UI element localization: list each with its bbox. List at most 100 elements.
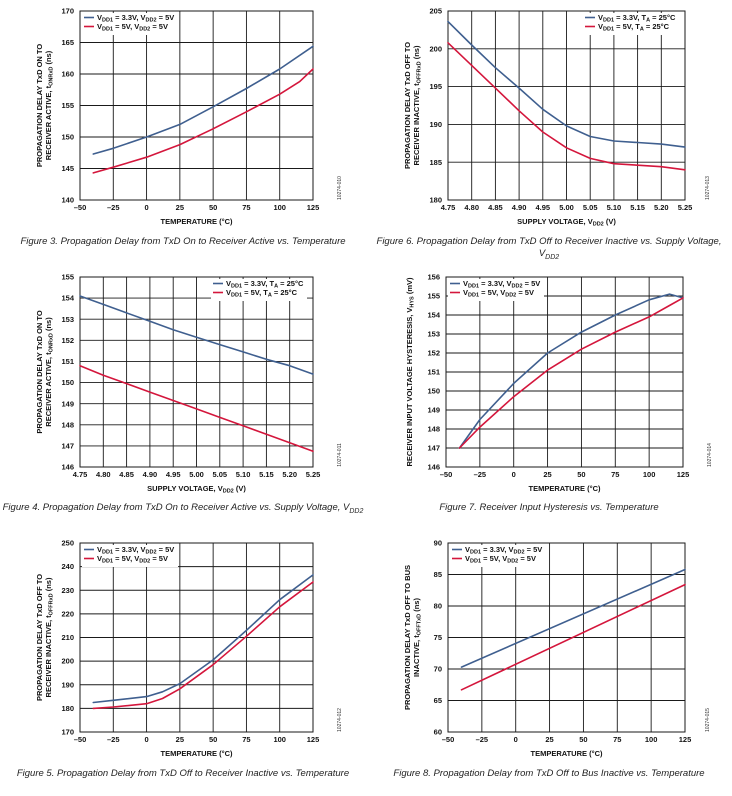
figure-5-panel: –50 –25 0 25 50 75 100 125 170 180 190 200 210 220 230… bbox=[0, 532, 366, 796]
plot-frame bbox=[447, 10, 686, 201]
x-tick-label: 5.05 bbox=[583, 203, 598, 212]
legend-label-2: VDD1 = 5V, TA = 25°C bbox=[226, 288, 298, 299]
series-line-2 bbox=[92, 68, 314, 174]
y-axis-label-part: RECEIVER INACTIVE, t bbox=[44, 615, 53, 698]
legend-label-2-sub: DD2 bbox=[505, 293, 516, 299]
x-tick-label: 50 bbox=[209, 735, 217, 744]
x-axis-label: TEMPERATURE (°C) bbox=[528, 484, 601, 493]
legend-label-2-part: = 25°C bbox=[272, 288, 298, 297]
legend-box bbox=[82, 13, 178, 35]
x-tick-label: 5.25 bbox=[306, 470, 321, 479]
x-tick-label: 125 bbox=[677, 470, 690, 479]
legend-label-1-part: V bbox=[465, 545, 470, 554]
y-tick-label: 152 bbox=[427, 349, 440, 358]
grid-fig5 bbox=[79, 542, 314, 733]
x-tick-label: 5.05 bbox=[212, 470, 227, 479]
y-tick-label: 148 bbox=[427, 425, 440, 434]
y-tick-label: 145 bbox=[61, 164, 74, 173]
y-tick-label: 160 bbox=[61, 70, 74, 79]
legend-label-1-sub: DD2 bbox=[146, 550, 157, 556]
x-axis-label-part: TEMPERATURE (°C) bbox=[160, 749, 233, 758]
y-axis-label: PROPAGATION DELAY TxD OFF TO BUS bbox=[403, 565, 412, 710]
legend-label-2-sub: DD1 bbox=[102, 559, 113, 565]
y-axis-label-part: INACTIVE, t bbox=[412, 635, 421, 677]
x-tick-label: 4.90 bbox=[512, 203, 527, 212]
legend-label-1-part: V bbox=[97, 13, 102, 22]
figure-7-panel: –50 –25 0 25 50 75 100 125 146 147 148 149 150 151 152… bbox=[366, 266, 732, 530]
y-tick-label: 146 bbox=[61, 463, 74, 472]
grid-fig8 bbox=[447, 542, 686, 733]
y-tick-label: 152 bbox=[61, 336, 74, 345]
x-tick-label: 5.00 bbox=[559, 203, 574, 212]
x-axis-label: TEMPERATURE (°C) bbox=[160, 217, 233, 226]
y-axis-label-part: PROPAGATION DELAY TxD OFF TO BUS bbox=[403, 565, 412, 710]
y-tick-label: 153 bbox=[61, 315, 74, 324]
x-tick-label: 50 bbox=[577, 470, 585, 479]
y-tick-label: 151 bbox=[427, 368, 440, 377]
legend-box bbox=[583, 13, 679, 35]
legend-box bbox=[448, 279, 544, 301]
y-tick-label: 156 bbox=[427, 273, 440, 282]
x-tick-label: 0 bbox=[144, 735, 148, 744]
y-tick-label: 147 bbox=[427, 444, 440, 453]
y-tick-label: 60 bbox=[434, 728, 442, 737]
x-tick-label: 4.75 bbox=[441, 203, 456, 212]
legend-label-2-sub: DD1 bbox=[231, 293, 242, 299]
y-axis-label-part: (mV) bbox=[405, 277, 414, 296]
legend-label-1-sub: DD1 bbox=[102, 18, 113, 24]
legend-label-2-part: V bbox=[97, 22, 102, 31]
legend-label-2-part: = 5V, V bbox=[479, 288, 505, 297]
legend-label-2: VDD1 = 5V, VDD2 = 5V bbox=[463, 288, 534, 299]
x-axis-label: SUPPLY VOLTAGE, VDD2 (V) bbox=[147, 484, 246, 495]
legend-label-1: VDD1 = 3.3V, VDD2 = 5V bbox=[465, 545, 542, 556]
y-tick-label: 200 bbox=[61, 657, 74, 666]
legend-label-2-part: = 5V, V bbox=[481, 554, 507, 563]
legend-label-1-sub: DD2 bbox=[146, 18, 157, 24]
legend-label-2-sub: DD1 bbox=[468, 293, 479, 299]
y-axis-label-part: (ns) bbox=[44, 50, 53, 66]
grid-fig7 bbox=[445, 276, 684, 468]
x-tick-label: 100 bbox=[643, 470, 656, 479]
legend-label-1: VDD1 = 3.3V, VDD2 = 5V bbox=[97, 545, 174, 556]
y-tick-label: 220 bbox=[61, 609, 74, 618]
x-tick-label: 75 bbox=[242, 203, 250, 212]
figure-4-panel: 4.75 4.80 4.85 4.90 4.95 5.00 5.05 5.10 5.15 5.20… bbox=[0, 266, 366, 530]
y-axis-label-part: (ns) bbox=[412, 45, 421, 61]
y-axis-label-sub: ONRxD bbox=[49, 333, 55, 352]
legend-label-1: VDD1 = 3.3V, TA = 25°C bbox=[598, 13, 676, 24]
legend-label-2: VDD1 = 5V, TA = 25°C bbox=[598, 22, 670, 33]
plot-frame bbox=[445, 276, 684, 468]
x-tick-label: 100 bbox=[645, 735, 658, 744]
y-tick-label: 90 bbox=[434, 539, 442, 548]
x-tick-label: 5.00 bbox=[189, 470, 204, 479]
legend-label-1-part: = 3.3V, V bbox=[481, 545, 513, 554]
figure-3-panel: –50 –25 0 25 50 75 100 125 140 145 150 155 160 165 170… bbox=[0, 0, 366, 264]
x-tick-label: 50 bbox=[579, 735, 587, 744]
y-axis-label: PROPAGATION DELAY TxD ON TO bbox=[35, 44, 44, 168]
legend-label-2-part: V bbox=[465, 554, 470, 563]
series-line-1 bbox=[92, 574, 314, 704]
y-tick-label: 190 bbox=[429, 120, 442, 129]
legend-label-2-sub: DD1 bbox=[603, 27, 614, 33]
x-tick-label: 75 bbox=[242, 735, 250, 744]
y-axis-label-part: PROPAGATION DELAY TxD OFF TO bbox=[403, 42, 412, 169]
x-tick-label: 4.85 bbox=[488, 203, 503, 212]
x-tick-label: 50 bbox=[209, 203, 217, 212]
y-axis-label-part: PROPAGATION DELAY TxD ON TO bbox=[35, 310, 44, 434]
x-tick-label: 4.80 bbox=[96, 470, 111, 479]
x-tick-label: 4.80 bbox=[464, 203, 479, 212]
x-tick-label: 75 bbox=[613, 735, 621, 744]
legend-label-1: VDD1 = 3.3V, VDD2 = 5V bbox=[463, 279, 540, 290]
legend-label-2-part: = 5V bbox=[150, 22, 168, 31]
y-axis-label: RECEIVER ACTIVE, tONRxD (ns) bbox=[44, 50, 55, 160]
plot-frame bbox=[79, 10, 314, 201]
y-tick-label: 155 bbox=[427, 292, 440, 301]
y-tick-label: 155 bbox=[61, 273, 74, 282]
legend-label-1-part: = 3.3V, V bbox=[113, 13, 145, 22]
x-tick-label: 5.10 bbox=[236, 470, 251, 479]
caption-fig6: Figure 6. Propagation Delay from TxD Off… bbox=[366, 236, 732, 264]
y-axis-label: RECEIVER INACTIVE, tOFFRxD (ns) bbox=[44, 577, 55, 697]
figure-6-panel: 4.75 4.80 4.85 4.90 4.95 5.00 5.05 5.10 5.15 5.20… bbox=[366, 0, 732, 264]
legend-label-1-sub: DD1 bbox=[470, 550, 481, 556]
chart-fig7: –50 –25 0 25 50 75 100 125 146 147 148 149 150 151 152… bbox=[405, 273, 713, 493]
